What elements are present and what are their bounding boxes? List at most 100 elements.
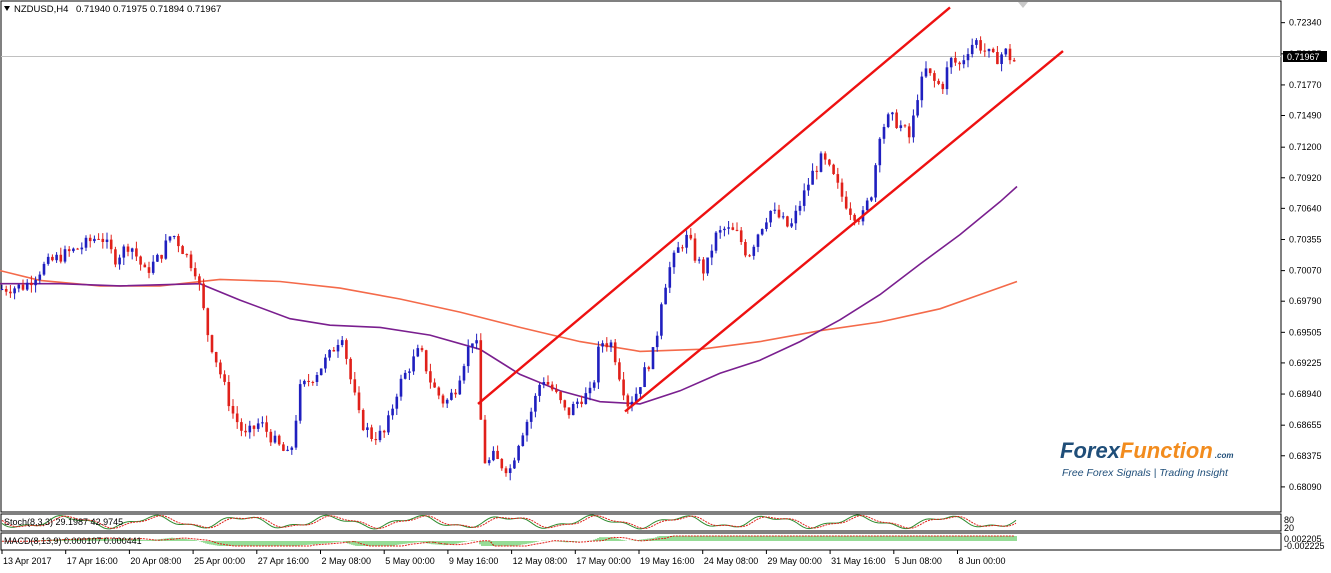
macd-bar [733, 536, 735, 541]
candle-bull [475, 340, 478, 344]
macd-bar [657, 536, 659, 541]
macd-bar [595, 538, 597, 541]
macd-bar [743, 536, 745, 541]
macd-bar [669, 536, 671, 541]
macd-bar [767, 536, 769, 541]
candle-bull [874, 165, 877, 198]
forexfunction-logo: ForexFunction .com Free Forex Signals | T… [1060, 438, 1233, 479]
macd-bar [617, 538, 619, 541]
chart-shift-icon[interactable] [1018, 2, 1028, 8]
candle-bull [538, 384, 541, 396]
macd-bar [413, 541, 415, 543]
candle-bull [324, 357, 327, 369]
candle-bear [101, 238, 105, 242]
macd-bar [575, 541, 577, 542]
macd-bar [375, 541, 377, 546]
macd-bar [249, 541, 251, 546]
macd-bar [395, 541, 397, 546]
candle-bull [588, 387, 592, 394]
macd-bar [461, 541, 463, 543]
macd-bar [597, 538, 599, 541]
candle-bear [555, 389, 558, 392]
candle-bull [807, 184, 810, 191]
candle-bull [340, 340, 344, 345]
candle-bull [534, 395, 537, 412]
macd-bar [221, 541, 223, 546]
macd-bar [993, 536, 995, 541]
candle-bull [273, 435, 277, 443]
macd-bar [621, 539, 623, 541]
macd-bar [191, 539, 193, 541]
macd-bar [253, 541, 255, 546]
ma-fast-line [0, 185, 1018, 405]
candle-bear [744, 242, 747, 256]
macd-bar [99, 537, 101, 541]
candle-bull [256, 423, 260, 429]
macd-bar [715, 536, 717, 541]
macd-bar [931, 536, 933, 541]
macd-bar [351, 541, 353, 545]
macd-bar [879, 536, 881, 541]
candle-bear [193, 268, 197, 277]
candle-bear [231, 406, 235, 414]
macd-bar [995, 536, 997, 541]
macd-bar [695, 536, 697, 541]
macd-bar [877, 536, 879, 541]
main-pane[interactable] [0, 0, 1282, 513]
candle-bull [17, 284, 21, 289]
candle-bear [983, 50, 987, 52]
macd-bar [291, 541, 293, 546]
macd-pane[interactable] [0, 532, 1282, 551]
macd-bar [705, 536, 707, 541]
time-tick-label: 8 Jun 00:00 [959, 556, 1006, 566]
stoch-layer [1, 514, 1017, 530]
candle-bear [500, 459, 504, 469]
macd-bar [907, 536, 909, 541]
macd-bar [463, 541, 465, 542]
candle-bear [382, 430, 386, 433]
macd-bar [521, 541, 523, 545]
macd-bar [497, 541, 499, 546]
macd-bar [841, 536, 843, 541]
macd-bar [95, 537, 97, 541]
macd-bar [857, 536, 859, 541]
macd-bar [505, 541, 507, 546]
macd-bar [433, 541, 435, 545]
macd-bar [725, 536, 727, 541]
macd-bar [359, 541, 361, 546]
candle-bear [214, 352, 218, 363]
macd-bar [673, 536, 675, 541]
macd-bar [341, 541, 343, 542]
macd-bar [741, 536, 743, 541]
candle-bull [319, 368, 323, 376]
channel-lower-line [624, 50, 1064, 413]
candle-bull [802, 190, 806, 206]
macd-bar [347, 541, 349, 544]
candle-bear [361, 410, 365, 430]
candle-bull [151, 261, 155, 273]
macd-bar [211, 541, 213, 545]
candle-bull [706, 257, 709, 274]
macd-bar [137, 539, 139, 541]
candle-bear [622, 379, 625, 396]
macd-bar [73, 538, 75, 541]
time-tick-label: 31 May 16:00 [831, 556, 886, 566]
candle-bull [34, 279, 37, 286]
candle-bull [450, 392, 453, 400]
macd-bar [863, 536, 865, 541]
candle-bear [240, 422, 243, 431]
macd-bar [179, 538, 181, 541]
candle-bear [647, 367, 651, 370]
macd-bar [425, 541, 427, 544]
candle-bear [958, 62, 961, 65]
macd-bar [207, 541, 209, 544]
macd-bar [565, 541, 567, 543]
macd-bar [141, 539, 143, 541]
macd-bar [409, 541, 411, 544]
macd-bar [937, 536, 939, 541]
candle-bull [920, 76, 924, 101]
macd-bar [889, 536, 891, 541]
macd-bar [985, 536, 987, 541]
macd-bar [1013, 536, 1015, 541]
